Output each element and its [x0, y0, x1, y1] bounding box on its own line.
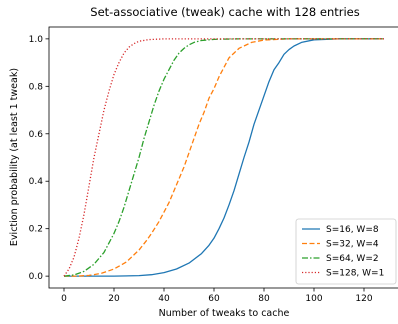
x-tick-label: 120 [355, 294, 372, 304]
x-tick-label: 40 [158, 294, 170, 304]
y-tick-label: 0.8 [29, 82, 44, 92]
y-axis-label: Eviction probability (at least 1 tweak) [9, 68, 20, 246]
y-tick-label: 0.2 [29, 225, 43, 235]
legend-label: S=128, W=1 [326, 269, 384, 279]
series-line-4 [63, 38, 384, 277]
x-tick-label: 80 [258, 294, 270, 304]
legend-label: S=64, W=2 [326, 254, 379, 264]
series-line-2 [64, 38, 384, 277]
series-line-1 [64, 38, 384, 277]
legend-label: S=32, W=4 [326, 240, 379, 250]
legend-label: S=16, W=8 [326, 225, 379, 235]
x-axis-label: Number of tweaks to cache [159, 308, 290, 319]
x-tick-label: 100 [305, 294, 322, 304]
legend-box [295, 218, 397, 285]
plot-frame [48, 26, 398, 289]
chart-title: Set-associative (tweak) cache with 128 e… [90, 5, 359, 19]
y-tick-label: 0.4 [29, 177, 44, 187]
legend: S=16, W=8 S=32, W=4 S=64, W=2 S=128, W=1 [295, 218, 397, 285]
x-tick-label: 20 [108, 294, 120, 304]
y-tick-label: 0.0 [29, 272, 44, 282]
y-tick-label: 0.6 [29, 130, 44, 140]
y-tick-label: 1.0 [29, 35, 44, 45]
series-line-3 [63, 38, 384, 277]
x-tick-label: 60 [208, 294, 220, 304]
x-tick-label: 0 [61, 294, 67, 304]
